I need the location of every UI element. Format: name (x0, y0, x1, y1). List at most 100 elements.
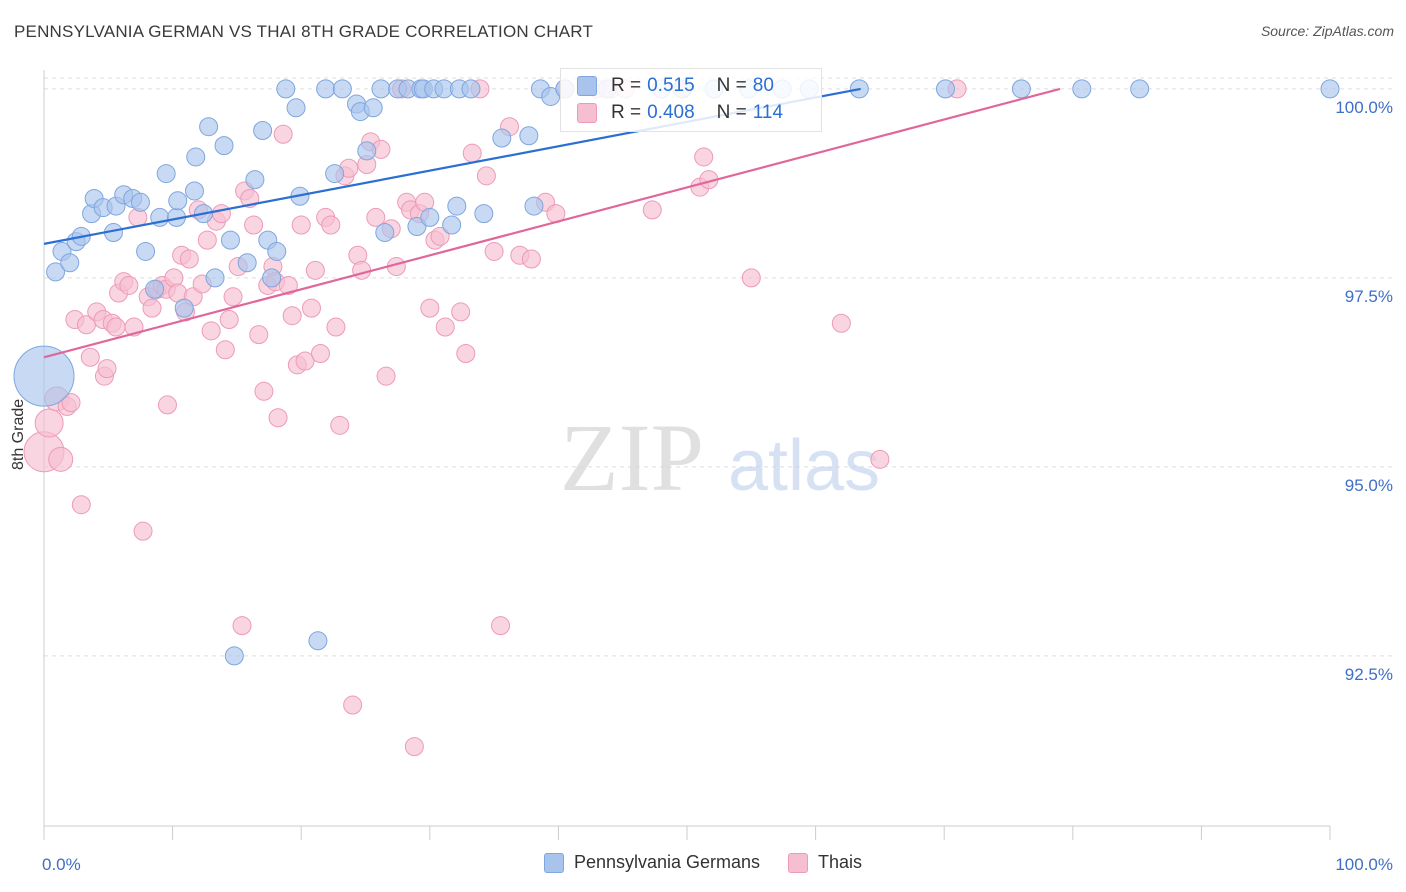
point-thai (420, 298, 440, 318)
point-pennsylvania-german (224, 646, 244, 666)
point-thai (201, 321, 221, 341)
point-pennsylvania-german (1130, 79, 1150, 99)
point-thai (97, 359, 117, 379)
x-tick-label: 100.0% (1335, 855, 1393, 874)
point-pennsylvania-german (447, 196, 467, 216)
point-pennsylvania-german (136, 241, 156, 261)
watermark-atlas: atlas (728, 426, 880, 506)
point-thai (301, 298, 321, 318)
point-thai (215, 340, 235, 360)
point-pennsylvania-german (524, 196, 544, 216)
point-pennsylvania-german (186, 147, 206, 167)
legend-item-thais[interactable]: Thais (788, 852, 862, 873)
point-thai (330, 415, 350, 435)
legend-item-pennsylvania-germans[interactable]: Pennsylvania Germans (543, 852, 761, 873)
y-tick-label: 97.5% (1345, 287, 1393, 306)
point-thai (80, 347, 100, 367)
point-thai (48, 446, 74, 472)
point-pennsylvania-german (145, 279, 165, 299)
point-thai (451, 302, 471, 322)
point-thai (352, 260, 372, 280)
point-thai (376, 366, 396, 386)
blue-r-label: R = (611, 75, 642, 96)
point-pennsylvania-german (156, 164, 176, 184)
point-thai (133, 521, 153, 541)
point-pennsylvania-german (357, 141, 377, 161)
point-thai (197, 230, 217, 250)
bottom-legend: Pennsylvania Germans Thais (0, 852, 1406, 873)
point-thai (642, 200, 662, 220)
gridlines (44, 77, 1395, 657)
legend-blue-label: Pennsylvania Germans (573, 852, 761, 872)
point-thai (484, 241, 504, 261)
pink-r-value: 0.408 (647, 102, 695, 123)
point-pennsylvania-german (168, 191, 188, 211)
point-pennsylvania-german (262, 268, 282, 288)
point-pennsylvania-german (492, 128, 512, 148)
point-thai (232, 616, 252, 636)
point-thai (456, 344, 476, 363)
point-pennsylvania-german (1320, 79, 1340, 99)
point-thai (61, 393, 81, 413)
point-pennsylvania-german (220, 230, 240, 250)
point-thai (219, 309, 239, 329)
point-pennsylvania-german (332, 79, 352, 99)
point-pennsylvania-german (1072, 79, 1092, 99)
trend-lines (43, 87, 1061, 359)
tick-labels: 100.0% 97.5% 95.0% 92.5% 0.0% 100.0% (42, 98, 1393, 874)
point-pennsylvania-german (407, 216, 427, 236)
point-thai (211, 204, 231, 224)
point-pennsylvania-german (276, 79, 296, 99)
point-thai (462, 143, 482, 163)
point-pennsylvania-german (60, 253, 80, 273)
point-thai (106, 317, 126, 337)
point-pennsylvania-german (325, 164, 345, 184)
point-thai (273, 124, 293, 144)
blue-n-value: 80 (752, 75, 774, 96)
pink-swatch (577, 103, 597, 123)
point-thai (278, 275, 298, 295)
point-pennsylvania-german (174, 298, 194, 318)
pink-n-value: 114 (752, 102, 784, 123)
point-pennsylvania-german (316, 79, 336, 99)
point-thai (435, 317, 455, 337)
point-pennsylvania-german (267, 241, 287, 261)
point-pennsylvania-german (474, 204, 494, 224)
blue-r-value: 0.515 (647, 75, 695, 96)
point-pennsylvania-german (935, 79, 955, 99)
watermark-zip: ZIP (560, 404, 704, 511)
point-thai (291, 215, 311, 235)
point-thai (870, 449, 890, 469)
blue-swatch (577, 76, 597, 96)
point-thai (326, 317, 346, 337)
point-thai (521, 249, 541, 269)
point-thai (119, 275, 139, 295)
point-thai (321, 215, 341, 235)
point-pennsylvania-german (442, 215, 462, 235)
point-thai (223, 287, 243, 307)
legend-pink-label: Thais (818, 852, 863, 872)
stats-row-blue: R = 0.515 N = 80 (577, 75, 796, 97)
point-thai (430, 226, 450, 246)
point-pennsylvania-german (1011, 79, 1031, 99)
point-pennsylvania-german (13, 345, 75, 407)
point-thai (741, 268, 761, 288)
point-pennsylvania-german (308, 631, 328, 651)
point-thai (476, 166, 496, 186)
point-pennsylvania-german (214, 136, 234, 156)
point-thai (295, 351, 315, 371)
legend-blue-swatch (543, 852, 564, 873)
point-pennsylvania-german (519, 126, 539, 146)
point-thai (404, 737, 424, 757)
legend-pink-swatch (788, 852, 809, 873)
point-thai (305, 260, 325, 280)
point-pennsylvania-german (253, 120, 273, 140)
point-thai (268, 408, 288, 428)
point-thai (343, 695, 363, 715)
point-thai (249, 325, 269, 345)
point-thai (254, 381, 274, 401)
source-label: Source: ZipAtlas.com (1260, 23, 1394, 39)
point-pennsylvania-german (205, 268, 225, 288)
point-thai (157, 395, 177, 415)
